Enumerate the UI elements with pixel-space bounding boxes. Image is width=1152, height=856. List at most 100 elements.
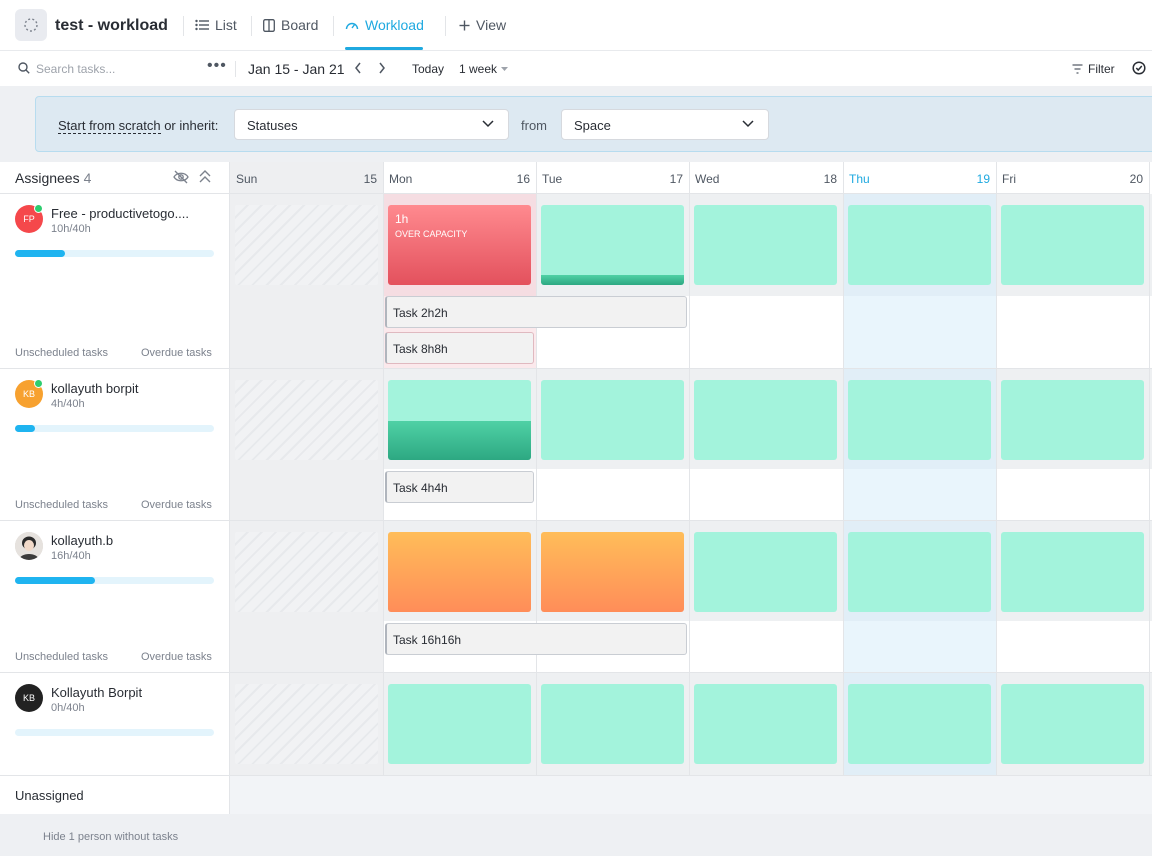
capacity-cell[interactable] [388, 532, 531, 612]
day-header-tue: Tue 17 [536, 162, 689, 194]
weekend-column [230, 194, 383, 775]
date-range[interactable]: Jan 15 - Jan 21 [248, 61, 345, 77]
task-bar[interactable]: Task 4h4h [385, 471, 534, 503]
capacity-cell[interactable] [541, 684, 684, 764]
capacity-cell[interactable] [1001, 532, 1144, 612]
assignee-name: Free - productivetogo.... [51, 206, 190, 221]
toolbar: ••• Jan 15 - Jan 21 Today 1 week Filter [0, 51, 1152, 86]
weekend-hatch [235, 684, 378, 764]
assignees-header: Assignees 4 [0, 162, 230, 194]
active-tab-indicator [345, 47, 423, 50]
tab-workload[interactable]: Workload [345, 17, 424, 33]
capacity-cell[interactable] [694, 380, 837, 460]
capacity-cell[interactable] [541, 532, 684, 612]
assignee-name: kollayuth.b [51, 533, 114, 548]
filter-button[interactable]: Filter [1072, 62, 1115, 76]
assignee-row[interactable]: kollayuth.b 16h/40h Unscheduled tasks Ov… [0, 521, 230, 672]
capacity-cell[interactable] [388, 684, 531, 764]
space-select[interactable]: Space [561, 109, 769, 140]
plus-icon [459, 20, 470, 30]
capacity-cell[interactable] [1001, 684, 1144, 764]
user-photo-icon [15, 532, 43, 560]
unscheduled-tasks-link[interactable]: Unscheduled tasks [15, 651, 108, 663]
chevron-down-icon [742, 120, 754, 128]
day-name: Sun [236, 172, 258, 186]
check-circle-icon[interactable] [1132, 61, 1146, 75]
statuses-select[interactable]: Statuses [234, 109, 509, 140]
capacity-cell[interactable] [1001, 205, 1144, 285]
day-name: Fri [1002, 172, 1016, 186]
task-bar[interactable]: Task 16h16h [385, 623, 687, 655]
more-options-icon[interactable]: ••• [207, 57, 227, 74]
add-view-label: View [476, 17, 507, 33]
overdue-tasks-link[interactable]: Overdue tasks [141, 347, 212, 359]
tab-board-label: Board [281, 17, 319, 33]
tab-board[interactable]: Board [263, 17, 318, 33]
workload-progress [15, 250, 214, 257]
assignee-row[interactable]: FP Free - productivetogo.... 10h/40h Uns… [0, 194, 230, 368]
capacity-fill [541, 275, 684, 285]
overdue-tasks-link[interactable]: Overdue tasks [141, 499, 212, 511]
chevron-left-icon[interactable] [354, 62, 362, 74]
day-name: Tue [542, 172, 563, 186]
day-name: Mon [389, 172, 413, 186]
day-number: 19 [976, 172, 990, 186]
avatar: FP [15, 205, 43, 233]
unscheduled-tasks-link[interactable]: Unscheduled tasks [15, 347, 108, 359]
assignee-row[interactable]: KB Kollayuth Borpit 0h/40h [0, 673, 230, 775]
capacity-cell[interactable] [1001, 380, 1144, 460]
collapse-all-icon[interactable] [199, 170, 211, 184]
hide-eye-icon[interactable] [173, 170, 189, 184]
today-button[interactable]: Today [412, 62, 445, 76]
day-header-wed: Wed 18 [689, 162, 843, 194]
space-icon[interactable] [15, 9, 47, 41]
row-divider [0, 672, 1152, 673]
tab-list[interactable]: List [195, 17, 237, 33]
capacity-cell[interactable] [848, 684, 991, 764]
row-divider [0, 368, 1152, 369]
weekend-hatch [235, 380, 378, 460]
task-bar[interactable]: Task 8h8h [385, 332, 534, 364]
chevron-right-icon[interactable] [378, 62, 386, 74]
capacity-cell[interactable] [541, 380, 684, 460]
banner-prompt: Start from scratch or inherit: [58, 118, 218, 134]
week-range-select[interactable]: 1 week [459, 62, 509, 76]
capacity-cell[interactable] [848, 532, 991, 612]
filter-label: Filter [1088, 62, 1115, 76]
day-number: 17 [669, 172, 683, 186]
add-view-button[interactable]: View [459, 17, 506, 33]
header-divider [333, 16, 334, 36]
tab-list-label: List [215, 17, 237, 33]
capacity-cell[interactable]: 1h OVER CAPACITY [388, 205, 531, 285]
assignee-hours: 0h/40h [51, 702, 85, 714]
unscheduled-tasks-link[interactable]: Unscheduled tasks [15, 499, 108, 511]
hide-people-without-tasks-link[interactable]: Hide 1 person without tasks [43, 831, 179, 843]
status-inherit-banner: Start from scratch or inherit: Statuses … [35, 96, 1152, 152]
capacity-cell[interactable] [694, 532, 837, 612]
workload-progress-fill [15, 425, 35, 432]
task-bar[interactable]: Task 2h2h [385, 296, 687, 328]
weekend-hatch [235, 532, 378, 612]
capacity-cell[interactable] [694, 205, 837, 285]
capacity-cell[interactable] [848, 380, 991, 460]
capacity-cell[interactable] [388, 380, 531, 460]
day-number: 18 [823, 172, 837, 186]
capacity-cell[interactable] [848, 205, 991, 285]
day-header-sun: Sun 15 [230, 162, 383, 194]
toolbar-divider [235, 61, 236, 77]
search-input[interactable] [36, 60, 196, 78]
assignee-hours: 10h/40h [51, 223, 91, 235]
project-title: test - workload [55, 17, 168, 34]
capacity-cell[interactable] [541, 205, 684, 285]
day-header-fri: Fri 20 [996, 162, 1149, 194]
assignees-label: Assignees [15, 170, 80, 186]
statuses-value: Statuses [247, 118, 298, 133]
start-from-scratch-link[interactable]: Start from scratch [58, 118, 161, 134]
unassigned-band [230, 775, 1152, 814]
overdue-tasks-link[interactable]: Overdue tasks [141, 651, 212, 663]
capacity-cell[interactable] [694, 684, 837, 764]
unassigned-row[interactable]: Unassigned [0, 775, 230, 814]
day-name: Wed [695, 172, 720, 186]
workload-progress [15, 729, 214, 736]
assignee-row[interactable]: KB kollayuth borpit 4h/40h Unscheduled t… [0, 369, 230, 520]
